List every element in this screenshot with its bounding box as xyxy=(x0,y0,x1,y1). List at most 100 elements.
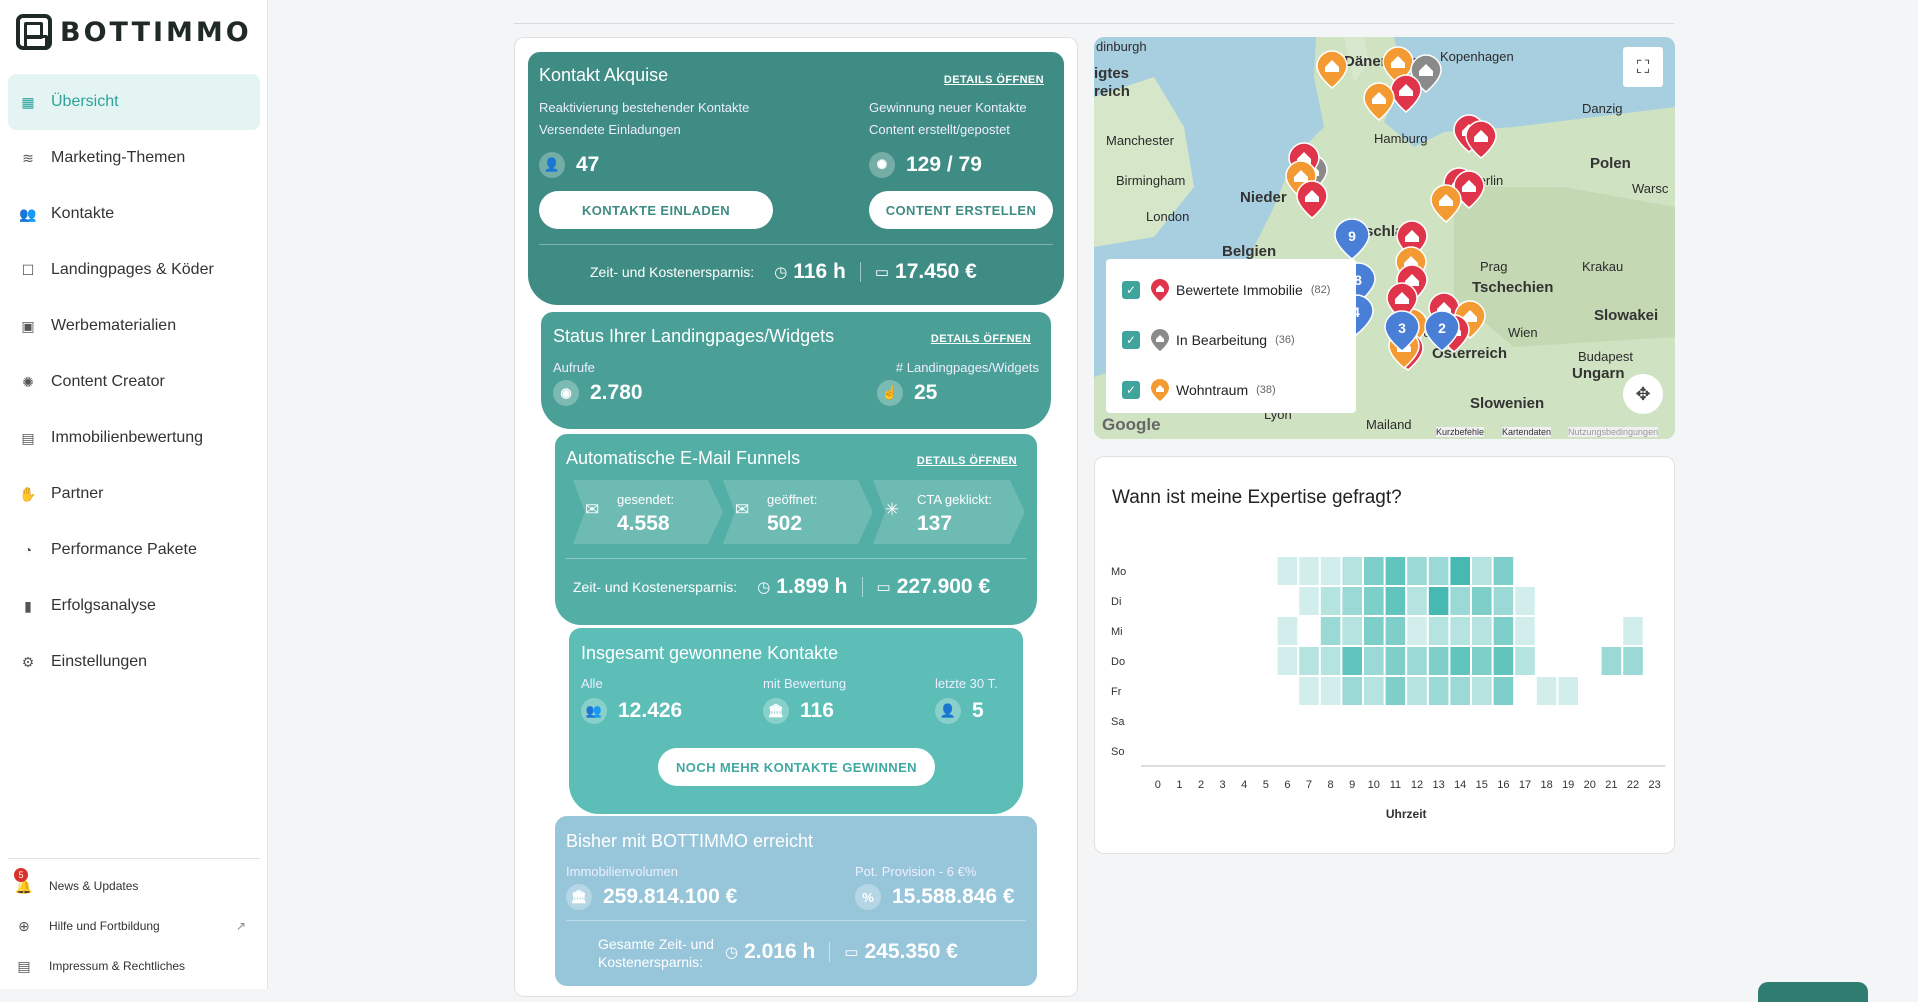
news-updates-link[interactable]: 🔔 5 News & Updates xyxy=(14,868,246,894)
heatmap-cell xyxy=(1472,617,1492,645)
funnels-details-link[interactable]: DETAILS ÖFFNEN xyxy=(916,455,1017,467)
map-label-edinburgh: dinburgh xyxy=(1096,39,1147,54)
money-icon: ▭ xyxy=(874,264,890,281)
heatmap-cell xyxy=(1450,677,1470,705)
content-value: 129 / 79 xyxy=(906,153,982,176)
imprint-link[interactable]: ▤ Impressum & Rechtliches xyxy=(16,958,246,974)
nav-item-6[interactable]: ▤ Immobilienbewertung xyxy=(8,410,260,466)
map-pin-icon[interactable] xyxy=(1363,82,1395,121)
invitations-value: 47 xyxy=(576,153,600,176)
nav-item-8[interactable]: ◔ Performance Pakete xyxy=(8,522,260,578)
nav-item-9[interactable]: ▮ Erfolgsanalyse xyxy=(8,578,260,634)
invite-contacts-button[interactable]: KONTAKTE EINLADEN xyxy=(539,191,773,229)
rated-value: 116 xyxy=(800,699,834,722)
nav-item-4[interactable]: ▣ Werbematerialien xyxy=(8,298,260,354)
won-title: Insgesamt gewonnene Kontakte xyxy=(581,643,839,663)
mapdata-link[interactable]: Kartendaten xyxy=(1502,427,1552,437)
recent-label: letzte 30 T. xyxy=(935,676,998,691)
gain-more-contacts-button[interactable]: NOCH MEHR KONTAKTE GEWINNEN xyxy=(658,748,935,786)
legend-row-1[interactable]: ✓ In Bearbeitung (36) xyxy=(1122,329,1295,351)
heatmap-cell xyxy=(1364,677,1384,705)
map-pin-icon[interactable] xyxy=(1316,50,1348,89)
provision-value: 15.588.846 € xyxy=(892,885,1015,908)
logo[interactable]: BOTTIMMO xyxy=(16,14,252,50)
heatmap-cell xyxy=(1342,677,1362,705)
help-link[interactable]: ⊕ Hilfe und Fortbildung ↗ xyxy=(16,918,246,934)
landingpages-details-link[interactable]: DETAILS ÖFFNEN xyxy=(930,333,1031,345)
acquisition-card: Kontakt Akquise DETAILS ÖFFNEN Reaktivie… xyxy=(528,52,1064,305)
heatmap-hour-label: 1 xyxy=(1176,779,1182,791)
map-pan-control[interactable]: ✥ xyxy=(1623,374,1663,414)
nav-item-label: Landingpages & Köder xyxy=(51,261,214,278)
acquisition-details-link[interactable]: DETAILS ÖFFNEN xyxy=(943,74,1044,86)
heatmap-cell xyxy=(1320,647,1341,675)
map-pin-icon[interactable] xyxy=(1465,120,1497,159)
heatmap-hour-label: 16 xyxy=(1497,779,1509,791)
provision-label: Pot. Provision - 6 €% xyxy=(855,864,977,879)
heatmap-cell xyxy=(1515,617,1535,645)
heatmap-cell xyxy=(1299,587,1319,615)
map-pin-icon xyxy=(1151,379,1169,401)
legend-label: Bewertete Immobilie xyxy=(1176,282,1303,298)
terms-link[interactable]: Nutzungsbedingungen xyxy=(1568,427,1659,437)
heatmap-cell xyxy=(1342,587,1362,615)
heatmap-cell xyxy=(1515,587,1535,615)
news-updates-label: News & Updates xyxy=(49,879,139,893)
nav-item-2[interactable]: 👥 Kontakte xyxy=(8,186,260,242)
shortcuts-link[interactable]: Kurzbefehle xyxy=(1436,427,1485,437)
heatmap-hour-label: 20 xyxy=(1584,779,1596,791)
heatmap-hour-label: 8 xyxy=(1328,779,1334,791)
achieved-savings-separator xyxy=(829,942,831,962)
money-icon: ▭ xyxy=(876,579,891,596)
heatmap-cell xyxy=(1277,647,1298,675)
legend-row-0[interactable]: ✓ Bewertete Immobilie (82) xyxy=(1122,279,1330,301)
document-icon: ▤ xyxy=(17,957,31,974)
cluster-marker[interactable]: 9 xyxy=(1334,218,1370,260)
all-contacts-label: Alle xyxy=(581,676,603,691)
heatmap-day-label: So xyxy=(1111,746,1124,758)
eye-icon: ◉ xyxy=(553,380,579,406)
map-label-warschau: Warsc xyxy=(1632,181,1669,196)
legend-row-2[interactable]: ✓ Wohntraum (38) xyxy=(1122,379,1276,401)
sidebar-divider xyxy=(8,858,260,859)
acquisition-savings: Zeit- und Kostenersparnis: ◷ 116 h ▭ 17.45… xyxy=(590,260,977,284)
checkbox-checked-icon[interactable]: ✓ xyxy=(1122,331,1140,349)
map-pin-icon[interactable] xyxy=(1430,184,1462,223)
cluster-marker[interactable]: 3 xyxy=(1384,310,1420,352)
checkbox-checked-icon[interactable]: ✓ xyxy=(1122,381,1140,399)
savings-separator xyxy=(859,262,861,282)
fullscreen-button[interactable]: ⛶ xyxy=(1623,47,1663,87)
checkbox-checked-icon[interactable]: ✓ xyxy=(1122,281,1140,299)
logo-mark-icon xyxy=(16,14,52,50)
landingpages-title: Status Ihrer Landingpages/Widgets xyxy=(553,326,835,346)
won-contacts-card: Insgesamt gewonnene Kontakte Alle 👥 12.42… xyxy=(569,628,1023,814)
cluster-count: 3 xyxy=(1398,320,1406,336)
cluster-marker[interactable]: 2 xyxy=(1424,310,1460,352)
nav-item-0[interactable]: ▦ Übersicht xyxy=(8,74,260,130)
map-pin-icon xyxy=(1151,329,1169,351)
nav-item-5[interactable]: ✺ Content Creator xyxy=(8,354,260,410)
nav-item-3[interactable]: ☐ Landingpages & Köder xyxy=(8,242,260,298)
percent-icon: % xyxy=(855,884,881,910)
heatmap-xlabel: Uhrzeit xyxy=(1386,807,1427,821)
nav-item-10[interactable]: ⚙ Einstellungen xyxy=(8,634,260,690)
header-divider xyxy=(514,23,1674,24)
speedometer-icon: ◔ xyxy=(23,542,33,558)
map-markers: 9 8 4 3 2 xyxy=(1285,46,1497,371)
nav-item-7[interactable]: ✋ Partner xyxy=(8,466,260,522)
create-content-button[interactable]: CONTENT ERSTELLEN xyxy=(869,191,1053,229)
funnels-savings-money: 227.900 € xyxy=(896,575,991,598)
heatmap-day-label: Mi xyxy=(1111,626,1123,638)
heatmap-cell xyxy=(1385,647,1406,675)
floating-action-button[interactable] xyxy=(1758,982,1868,1002)
heatmap-cell xyxy=(1385,587,1406,615)
nav-item-1[interactable]: ≋ Marketing-Themen xyxy=(8,130,260,186)
properties-map[interactable]: dinburgh igtes reich Dänemark Kopenhagen… xyxy=(1094,37,1675,439)
heatmap-cell xyxy=(1407,617,1427,645)
legend-label: In Bearbeitung xyxy=(1176,332,1268,348)
heatmap-cell xyxy=(1493,677,1514,705)
map-pin-icon[interactable] xyxy=(1296,180,1328,219)
map-label-uk2: reich xyxy=(1094,83,1130,100)
map-label-slowakei: Slowakei xyxy=(1594,307,1659,324)
map-pin-icon[interactable] xyxy=(1390,74,1422,113)
